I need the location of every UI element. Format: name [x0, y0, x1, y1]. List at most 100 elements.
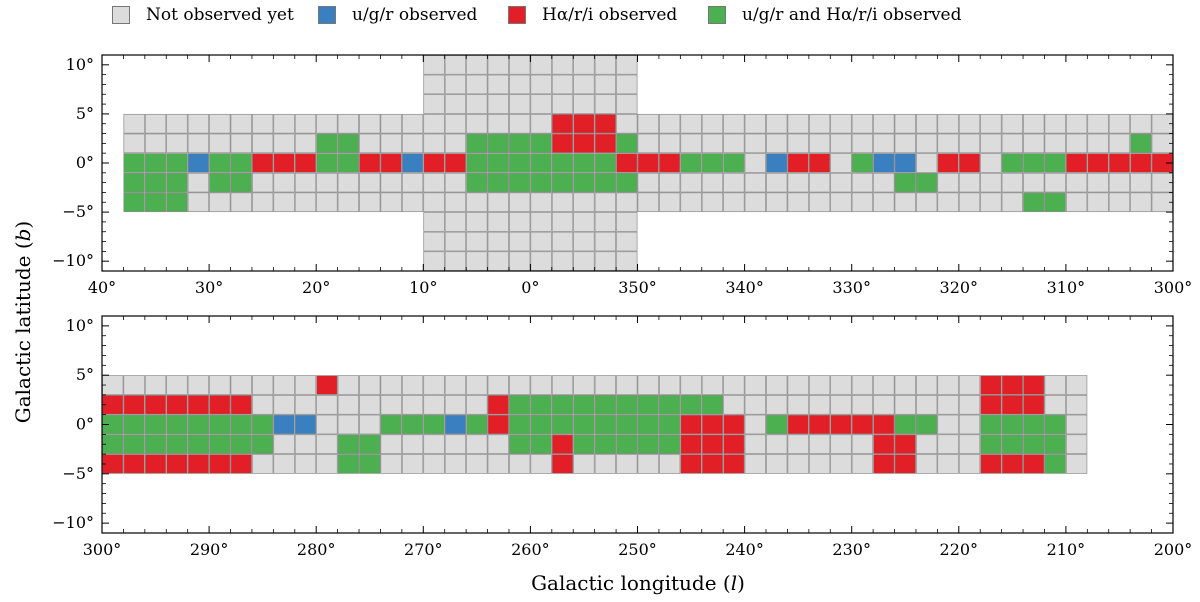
field-cell-halpha: [551, 434, 574, 455]
y-tick-label: 5°: [76, 365, 94, 384]
field-cell-none: [1108, 172, 1131, 193]
field-cell-none: [658, 192, 681, 213]
field-cell-ugr-halpha: [337, 454, 359, 474]
field-cell-none: [616, 192, 638, 213]
field-cell-ugr-halpha: [616, 172, 638, 193]
field-cell-none: [423, 172, 445, 193]
field-cell-none: [916, 192, 938, 213]
field-cell-none: [359, 172, 381, 193]
x-tick-label: 0°: [521, 278, 539, 297]
field-cell-none: [444, 231, 467, 252]
field-cell-none: [594, 375, 617, 395]
field-cell-halpha: [1130, 153, 1152, 173]
field-cell-none: [444, 94, 467, 114]
field-cell-halpha: [166, 394, 188, 415]
field-cell-ugr-halpha: [916, 414, 938, 435]
field-cell-none: [359, 192, 381, 213]
field-cell-none: [230, 113, 252, 134]
field-cell-ugr-halpha: [166, 414, 188, 435]
field-cell-none: [980, 133, 1002, 154]
field-cell-none: [894, 133, 916, 154]
bottom-panel-fields: [102, 375, 1088, 474]
field-cell-halpha: [980, 394, 1002, 415]
field-cell-ugr-halpha: [230, 414, 252, 435]
field-cell-halpha: [637, 153, 659, 173]
y-tick-label: 0°: [76, 415, 94, 434]
field-cell-halpha: [808, 414, 831, 435]
field-cell-ugr-halpha: [337, 153, 359, 173]
legend-label-ugr: u/g/r observed: [352, 5, 478, 25]
field-cell-none: [294, 434, 317, 455]
bottom-panel: 300° 290° 280° 270° 260° 250° 240° 230° 220° 210°…: [52, 315, 1193, 559]
x-tick-label: 200°: [1154, 540, 1193, 559]
field-cell-none: [530, 113, 552, 134]
field-cell-none: [658, 172, 681, 193]
field-cell-none: [316, 414, 338, 435]
field-cell-none: [616, 375, 638, 395]
field-cell-halpha: [980, 375, 1002, 395]
field-cell-ugr-halpha: [680, 394, 702, 415]
field-cell-none: [401, 172, 424, 193]
field-cell-ugr-halpha: [509, 172, 531, 193]
field-cell-none: [958, 434, 981, 455]
field-cell-none: [808, 172, 831, 193]
field-cell-none: [851, 375, 874, 395]
field-cell-ugr-halpha: [658, 434, 681, 455]
field-cell-ugr-halpha: [980, 414, 1002, 435]
field-cell-none: [466, 55, 488, 75]
y-tick-label: 0°: [76, 153, 94, 172]
field-cell-none: [1130, 113, 1152, 134]
legend-swatch-not-observed: [112, 6, 130, 24]
field-cell-ugr-halpha: [1023, 153, 1045, 173]
field-cell-none: [187, 172, 210, 193]
field-cell-ugr-halpha: [1044, 192, 1066, 213]
field-cell-none: [937, 192, 959, 213]
field-cell-none: [937, 172, 959, 193]
field-cell-none: [380, 434, 402, 455]
field-cell-ugr-halpha: [616, 394, 638, 415]
field-cell-none: [766, 375, 788, 395]
field-cell-halpha: [723, 414, 745, 435]
field-cell-none: [916, 375, 938, 395]
field-cell-none: [937, 434, 959, 455]
field-cell-none: [1001, 133, 1024, 154]
field-cell-none: [766, 192, 788, 213]
field-cell-none: [294, 454, 317, 474]
field-cell-none: [123, 375, 145, 395]
field-cell-none: [466, 74, 488, 95]
field-cell-none: [487, 74, 509, 95]
field-cell-ugr-halpha: [123, 434, 145, 455]
field-cell-ugr-halpha: [1044, 414, 1066, 435]
field-cell-halpha: [209, 454, 231, 474]
field-cell-none: [273, 113, 295, 134]
field-cell-none: [423, 375, 445, 395]
field-cell-none: [316, 454, 338, 474]
field-cell-none: [144, 375, 167, 395]
field-cell-none: [380, 113, 402, 134]
field-cell-none: [616, 55, 638, 75]
field-cell-none: [680, 113, 702, 134]
field-cell-none: [766, 394, 788, 415]
field-cell-none: [1065, 454, 1088, 474]
field-cell-none: [551, 94, 574, 114]
field-cell-none: [487, 212, 509, 232]
field-cell-none: [1065, 414, 1088, 435]
field-cell-none: [958, 133, 981, 154]
field-cell-none: [530, 375, 552, 395]
field-cell-none: [958, 192, 981, 213]
field-cell-halpha: [894, 434, 916, 455]
field-cell-ugr-halpha: [509, 394, 531, 415]
field-cell-none: [744, 454, 766, 474]
field-cell-none: [187, 133, 210, 154]
field-cell-halpha: [187, 394, 210, 415]
field-cell-halpha: [723, 434, 745, 455]
field-cell-none: [509, 74, 531, 95]
field-cell-ugr-halpha: [509, 434, 531, 455]
field-cell-ugr: [273, 414, 295, 435]
field-cell-none: [316, 113, 338, 134]
field-cell-none: [766, 454, 788, 474]
field-cell-none: [423, 454, 445, 474]
field-cell-none: [1001, 113, 1024, 134]
field-cell-ugr-halpha: [1044, 434, 1066, 455]
field-cell-ugr-halpha: [209, 434, 231, 455]
